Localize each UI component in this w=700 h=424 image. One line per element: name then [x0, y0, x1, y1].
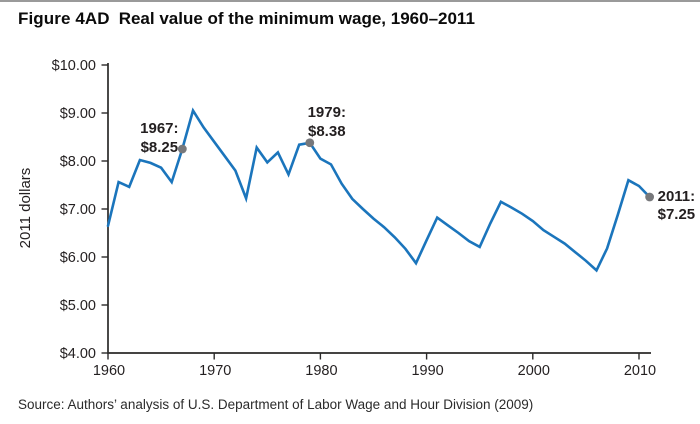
- annotation-marker-dot: [645, 192, 655, 202]
- figure-header: Figure 4AD Real value of the minimum wage…: [18, 9, 688, 29]
- minimum-wage-line: [106, 107, 651, 273]
- y-axis-title: 2011 dollars: [17, 168, 34, 249]
- figure-title: Real value of the minimum wage, 1960–201…: [118, 9, 475, 28]
- axes: [107, 63, 651, 354]
- y-tick-label: $9.00: [60, 106, 96, 122]
- annotation-value-label: $8.38: [308, 123, 346, 140]
- top-rule: [0, 0, 700, 2]
- y-tick-label: $6.00: [60, 250, 96, 266]
- annotation-value-label: $8.25: [141, 139, 179, 156]
- x-tick-label: 1970: [199, 363, 231, 379]
- x-tick-label: 2000: [518, 363, 550, 379]
- annotation-year-label: 1967:: [140, 120, 178, 137]
- x-tick-label: 1980: [305, 363, 337, 379]
- annotation-year-label: 2011:: [658, 188, 696, 205]
- x-tick-label: 1990: [411, 363, 443, 379]
- y-tick-label: $10.00: [52, 58, 96, 74]
- x-tick-label: 2010: [624, 363, 656, 379]
- x-tick-label: 1960: [93, 363, 125, 379]
- annotation-year-label: 1979:: [308, 104, 346, 121]
- annotation-value-label: $7.25: [658, 206, 696, 223]
- y-tick-label: $5.00: [60, 298, 96, 314]
- y-tick-label: $7.00: [60, 202, 96, 218]
- figure-label: Figure 4AD: [18, 9, 110, 28]
- annotation-marker-dot: [305, 138, 315, 148]
- y-tick-label: $4.00: [60, 346, 96, 362]
- y-tick-label: $8.00: [60, 154, 96, 170]
- source-note: Source: Authors’ analysis of U.S. Depart…: [18, 397, 534, 412]
- annotation-marker-dot: [177, 144, 187, 154]
